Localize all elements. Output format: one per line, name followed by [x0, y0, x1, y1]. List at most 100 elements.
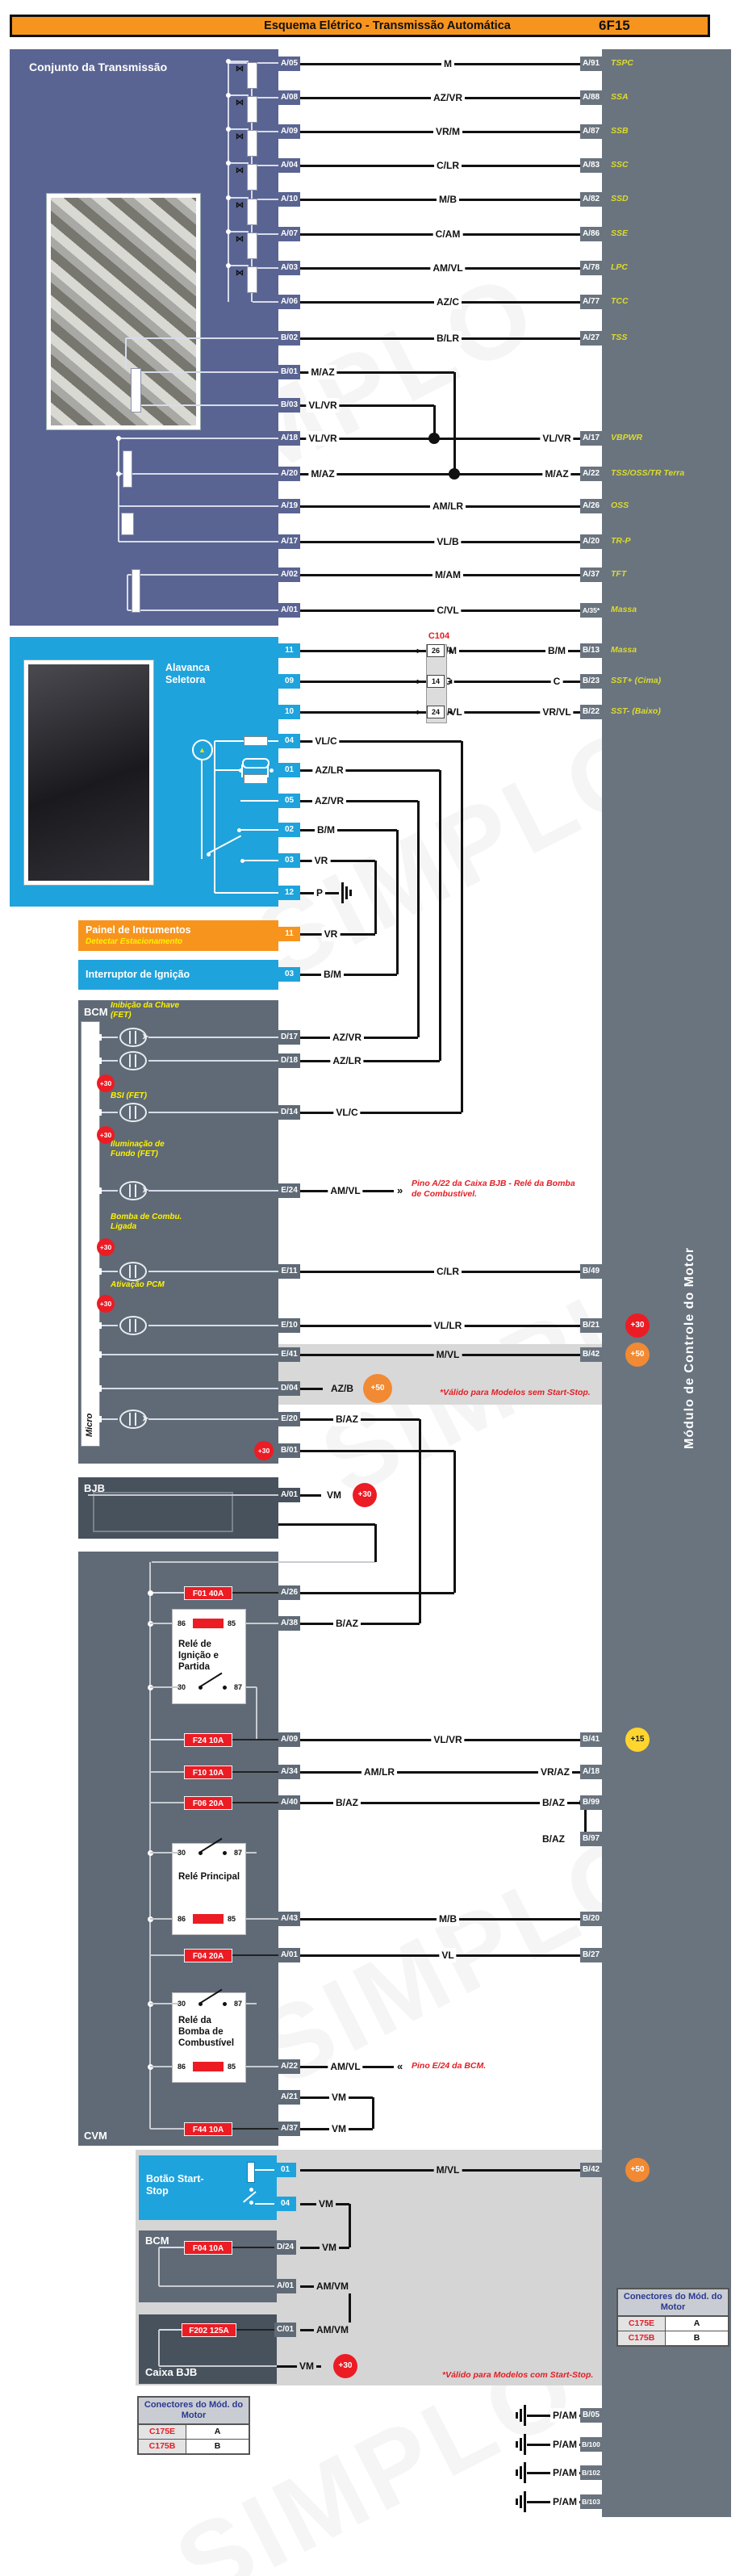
transmissao-title: Conjunto da Transmissão — [29, 61, 168, 73]
wire-label: VM — [324, 1488, 344, 1502]
wire-label: VR/AZ — [538, 1765, 572, 1779]
wire — [300, 1591, 454, 1594]
wire — [228, 265, 249, 266]
badge-+50: +50 — [363, 1374, 392, 1403]
junction-dot — [428, 433, 440, 444]
note-arrow: « — [397, 2060, 403, 2072]
relay-coil-icon — [193, 2062, 224, 2071]
table-row: C175B B — [139, 2439, 249, 2453]
contact-arrow: ► — [416, 677, 423, 685]
resistor-icon — [244, 774, 268, 784]
wire — [228, 61, 249, 62]
bcm-micro-label: Micro — [85, 1413, 94, 1437]
wire — [228, 197, 249, 199]
painel-box — [78, 920, 278, 951]
wire — [150, 1852, 179, 1853]
wire — [150, 2003, 179, 2004]
wire — [152, 1561, 375, 1563]
signal-label: SSC — [611, 160, 629, 170]
wire — [98, 1112, 118, 1113]
startstop-bcm-title: BCM — [145, 2235, 169, 2247]
pin-tab-A/04: A/04 — [278, 158, 300, 173]
wire — [159, 2329, 182, 2331]
wire-label: M/VL — [433, 1347, 462, 1362]
wire-label: B/AZ — [333, 1616, 361, 1631]
contact-arrow: ◄ — [446, 708, 453, 716]
signal-label: TSPC — [611, 58, 634, 68]
wire — [118, 438, 119, 542]
pin-tab-11: 11 — [278, 927, 300, 941]
pin-tab-03: 03 — [278, 967, 300, 982]
pin-tab-A/83: A/83 — [580, 158, 602, 173]
wire-label: C — [550, 674, 563, 689]
junction-dot — [249, 2200, 253, 2205]
wire — [523, 2462, 526, 2483]
junction-dot — [206, 852, 211, 857]
fet-arrow-icon: ➤ — [142, 1186, 149, 1195]
contact-arrow: ◄ — [446, 647, 453, 655]
pin-tab-C/01: C/01 — [274, 2323, 296, 2337]
wire-note: Pino E/24 da BCM. — [412, 2061, 487, 2071]
pin-tab-A/01: A/01 — [278, 1948, 300, 1962]
signal-label: TCC — [611, 296, 629, 306]
wire — [127, 609, 278, 611]
caixa-bjb-title: Caixa BJB — [145, 2366, 198, 2378]
connector-key: B — [186, 2440, 249, 2453]
micro-pin — [95, 1058, 102, 1064]
connector-id: C175B — [139, 2440, 186, 2453]
contact-arrow: ► — [416, 647, 423, 655]
wire-label: M/VL — [433, 2163, 462, 2177]
wire — [119, 541, 278, 542]
wire-label: P/AM — [550, 2437, 579, 2452]
badge-+30: +30 — [353, 1483, 377, 1507]
wire — [300, 404, 434, 407]
pin-tab-A/22: A/22 — [580, 467, 602, 481]
connector-id: C175B — [618, 2331, 666, 2345]
relay-coil-icon — [193, 1914, 224, 1924]
wire — [148, 1418, 278, 1420]
wire — [300, 1449, 454, 1452]
wire-label: VL/LR — [431, 1318, 465, 1333]
signal-label: SST+ (Cima) — [611, 676, 662, 685]
signal-label: SSA — [611, 92, 629, 102]
wire — [460, 741, 463, 1112]
wire — [251, 259, 253, 268]
badge-+30: +30 — [97, 1238, 115, 1256]
wire-label: VM — [316, 2197, 336, 2211]
pin-tab-05: 05 — [278, 794, 300, 808]
contact-arrow: ► — [416, 708, 423, 716]
wire — [255, 2169, 274, 2171]
junction-dot — [116, 436, 121, 441]
pin-tab-A/37: A/37 — [580, 568, 602, 582]
wire — [433, 405, 436, 438]
wire — [519, 2495, 522, 2508]
wire — [300, 1387, 323, 1390]
wire-label: VM — [320, 2240, 339, 2255]
badge-+30: +30 — [97, 1126, 115, 1144]
wire — [251, 123, 253, 132]
pin-tab-A/03: A/03 — [278, 261, 300, 275]
pin-tab-E/10: E/10 — [278, 1318, 300, 1333]
wire — [129, 1054, 131, 1067]
wire-note: Pino A/22 da Caixa BJB - Relé da Bomba d… — [412, 1179, 575, 1199]
wire — [418, 1419, 421, 1623]
relay-pin: 86 — [178, 1915, 186, 1923]
note-arrow: » — [397, 1184, 403, 1196]
relay-pin: 85 — [228, 2063, 236, 2071]
pin-tab-B/97: B/97 — [580, 1832, 602, 1846]
signal-label: LPC — [611, 262, 628, 272]
wire-label: M/B — [437, 192, 459, 207]
badge-+50: +50 — [625, 1342, 650, 1367]
wire-label: VL/VR — [431, 1732, 465, 1747]
pin-tab-B/42: B/42 — [580, 1347, 602, 1362]
wire — [150, 1802, 184, 1803]
wire — [159, 2285, 277, 2287]
wire-label: VR/VL — [540, 705, 574, 719]
connector-key: A — [666, 2317, 728, 2331]
wire — [148, 1112, 278, 1113]
micro-pin — [95, 1416, 102, 1422]
wire-label: M/AZ — [308, 467, 337, 481]
micro-pin — [95, 1351, 102, 1358]
wire — [416, 801, 420, 1037]
relay-pin: 30 — [178, 2000, 186, 2008]
